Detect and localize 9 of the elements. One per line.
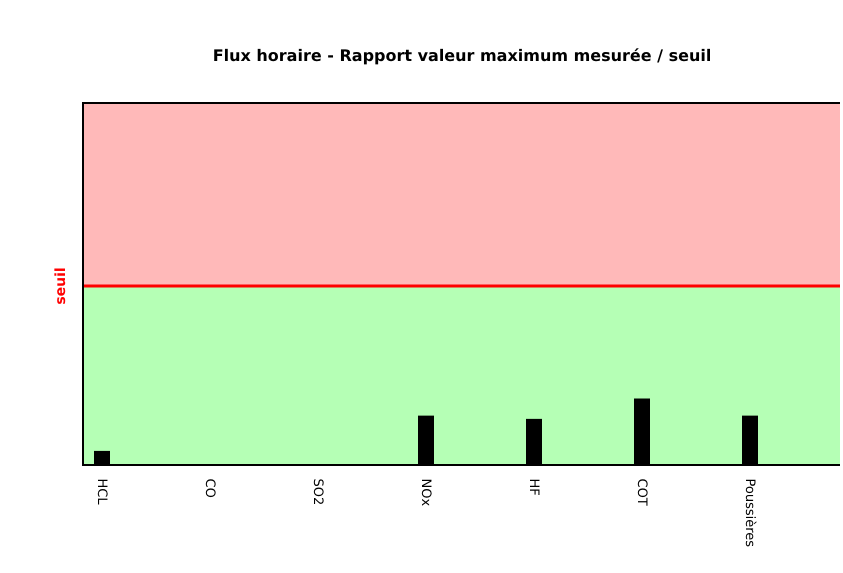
x-tick-label: HCL: [94, 478, 109, 506]
x-tick-label: HF: [526, 478, 541, 496]
x-tick-label: COT: [634, 478, 649, 506]
x-tick-label: NOx: [418, 478, 433, 506]
x-tick-label: Poussières: [742, 478, 757, 548]
x-tick-label: SO2: [310, 478, 325, 506]
ref-line-label: seuil: [53, 267, 69, 305]
chart-title: Flux horaire - Rapport valeur maximum mesurée / seuil: [212, 46, 712, 65]
x-tick-label: CO: [202, 478, 217, 498]
